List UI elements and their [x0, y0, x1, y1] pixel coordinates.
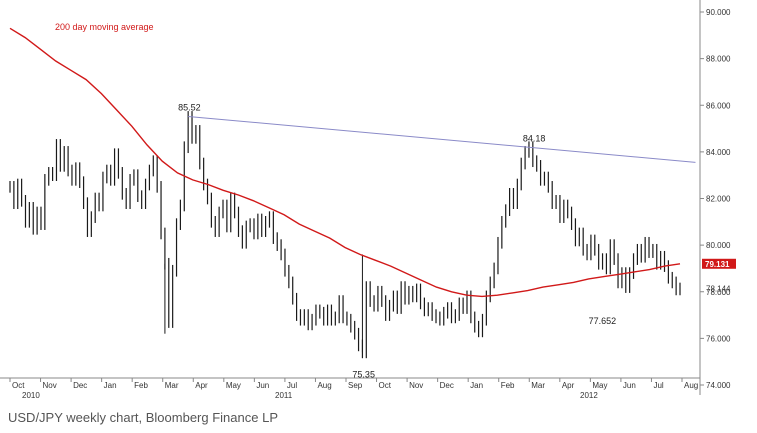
month-tick-label: Oct	[12, 381, 25, 390]
last-price-label: 78.144	[706, 284, 731, 293]
year-tick-label: 2010	[22, 391, 40, 400]
month-tick-label: Apr	[562, 381, 575, 390]
month-tick-label: Jun	[623, 381, 636, 390]
month-tick-label: May	[592, 381, 607, 390]
year-tick-label: 2011	[275, 391, 293, 400]
trendline-layer	[188, 115, 696, 163]
month-tick-label: Jul	[653, 381, 663, 390]
y-tick-label: 84.000	[706, 148, 731, 157]
month-tick-label: Aug	[684, 381, 698, 390]
month-tick-label: Jul	[287, 381, 297, 390]
chart-caption: USD/JPY weekly chart, Bloomberg Finance …	[8, 410, 278, 425]
y-tick-label: 80.000	[706, 241, 731, 250]
month-tick-label: Sep	[348, 381, 363, 390]
month-tick-label: Apr	[195, 381, 208, 390]
y-tick-label: 74.000	[706, 381, 731, 390]
month-tick-label: May	[226, 381, 241, 390]
ma-value-tag-label: 79.131	[705, 260, 730, 269]
month-tick-label: Dec	[73, 381, 87, 390]
month-tick-label: Nov	[409, 381, 423, 390]
price-annotation: 77.652	[589, 316, 617, 326]
year-tick-label: 2012	[580, 391, 598, 400]
month-tick-label: Jun	[256, 381, 269, 390]
plot-background	[0, 0, 700, 385]
y-tick-label: 88.000	[706, 55, 731, 64]
month-tick-label: Mar	[531, 381, 545, 390]
month-tick-label: Feb	[501, 381, 515, 390]
moving-average-label: 200 day moving average	[55, 22, 154, 32]
month-tick-label: Feb	[134, 381, 148, 390]
annotation-layer: 85.52 84.18 75.35 77.652	[178, 102, 616, 379]
y-tick-label: 82.000	[706, 195, 731, 204]
moving-average-layer	[9, 27, 681, 298]
axes-layer: 74.000 76.000 78.000 80.000 82.000 84.000 86.0…	[0, 0, 736, 400]
ma-value-tag	[702, 258, 736, 269]
month-tick-label: Oct	[379, 381, 392, 390]
price-annotation: 85.52	[178, 102, 201, 112]
month-tick-label: Jan	[470, 381, 483, 390]
price-annotation: 75.35	[352, 370, 375, 380]
month-tick-label: Nov	[43, 381, 57, 390]
resistance-trendline	[188, 115, 696, 163]
month-tick-label: Mar	[165, 381, 179, 390]
y-tick-label: 90.000	[706, 8, 731, 17]
y-tick-label: 76.000	[706, 334, 731, 343]
month-tick-label: Dec	[440, 381, 454, 390]
y-tick-label: 86.000	[706, 101, 731, 110]
moving-average-line	[9, 27, 681, 298]
month-tick-label: Jan	[104, 381, 117, 390]
price-annotation: 84.18	[523, 134, 546, 144]
month-tick-label: Aug	[317, 381, 331, 390]
y-tick-label: 78.000	[706, 288, 731, 297]
